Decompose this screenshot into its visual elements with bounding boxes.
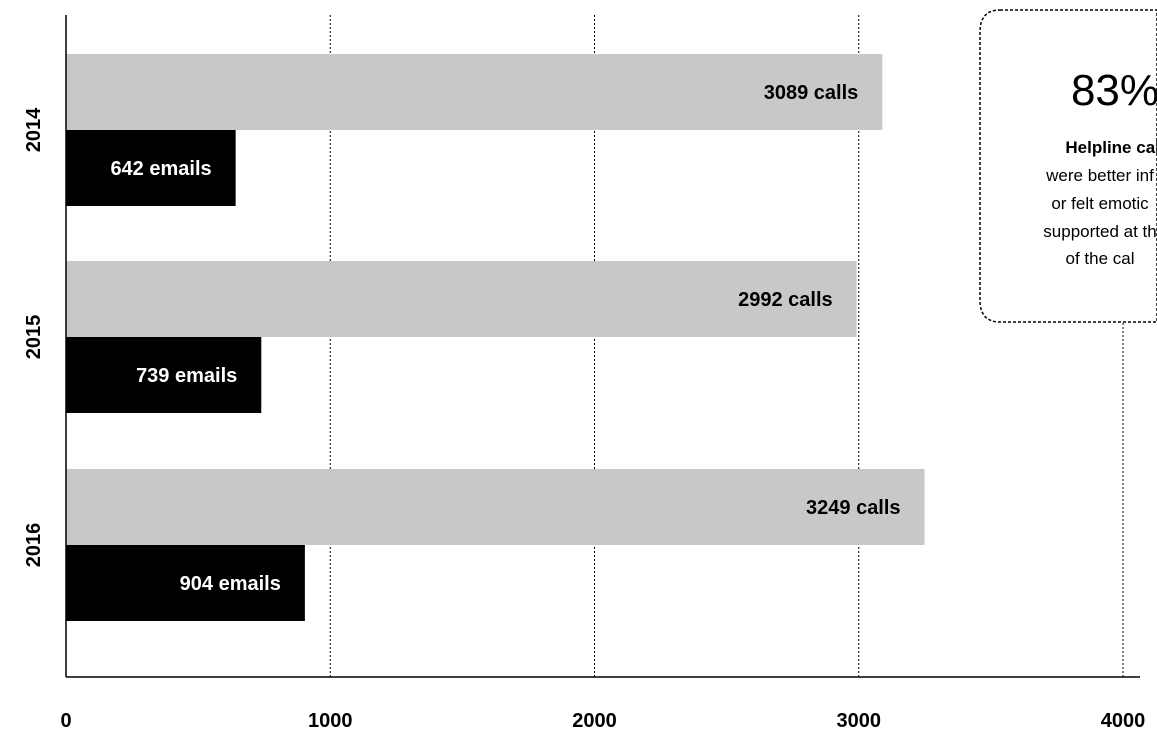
bar-label-calls-2014: 3089 calls [764, 82, 859, 104]
bar-label-calls-2015: 2992 calls [738, 289, 833, 311]
callout-bold-line: Helpline call [1065, 138, 1157, 157]
x-tick-label-3000: 3000 [837, 710, 882, 732]
bar-calls-2016 [66, 469, 925, 545]
x-tick-label-1000: 1000 [308, 710, 353, 732]
bar-emails-2015 [66, 337, 262, 413]
y-category-label-2016: 2016 [23, 523, 45, 568]
bar-label-emails-2015: 739 emails [136, 365, 237, 387]
y-category-label-2014: 2014 [23, 107, 45, 152]
x-tick-label-2000: 2000 [572, 710, 617, 732]
axes [65, 15, 1140, 678]
bar-emails-2016 [66, 545, 305, 621]
bar-emails-2014 [66, 130, 236, 206]
callout-border [979, 9, 1157, 323]
bar-calls-2015 [66, 261, 857, 337]
bar-label-calls-2016: 3249 calls [806, 497, 901, 519]
callout-line-1: were better inf [1045, 166, 1154, 185]
y-category-label-2015: 2015 [23, 315, 45, 360]
callout-line-4: of the cal [1066, 249, 1135, 268]
bars: 3089 calls 642 emails 2992 calls 739 emails… [66, 54, 925, 621]
bar-label-emails-2014: 642 emails [110, 158, 211, 180]
callout-line-2: or felt emotic [1051, 194, 1149, 213]
bar-label-emails-2016: 904 emails [180, 573, 281, 595]
callout-headline: 83% [1071, 66, 1157, 115]
x-tick-label-4000: 4000 [1101, 710, 1146, 732]
callout-line-3: supported at th [1043, 222, 1156, 241]
x-tick-labels: 0 1000 2000 3000 4000 [60, 710, 1145, 732]
x-tick-label-0: 0 [60, 710, 71, 732]
callout-box: 83% Helpline call were better inf or fel… [979, 9, 1157, 323]
bar-calls-2014 [66, 54, 883, 130]
y-category-labels: 2014 2015 2016 [23, 107, 45, 567]
